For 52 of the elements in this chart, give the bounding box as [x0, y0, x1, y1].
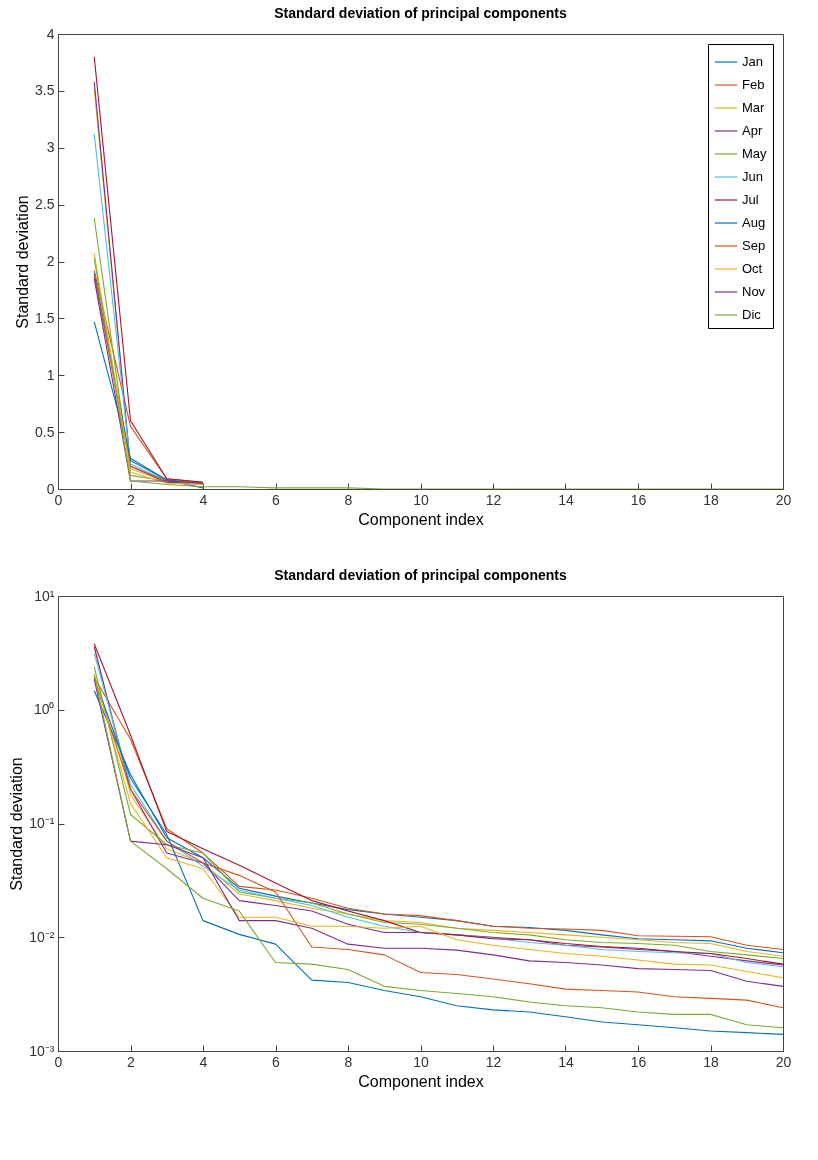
chart-title: Standard deviation of principal components: [274, 567, 567, 583]
legend-label: Feb: [742, 77, 765, 92]
y-tick-label: 1: [46, 366, 55, 383]
y-tick-label: 10⁰: [33, 701, 55, 718]
x-tick-label: 18: [703, 491, 719, 508]
y-tick-label: 0: [46, 480, 55, 497]
y-tick-label: 10¹: [34, 587, 55, 604]
x-tick-label: 6: [272, 1053, 281, 1070]
legend-label: Jan: [742, 54, 763, 69]
chart-title: Standard deviation of principal components: [274, 5, 567, 21]
x-tick-label: 10: [413, 1053, 429, 1070]
x-tick-label: 10: [413, 491, 429, 508]
x-tick-label: 6: [272, 491, 281, 508]
x-tick-label: 12: [485, 1053, 502, 1070]
y-tick-label: 2.5: [35, 196, 55, 213]
y-tick-label: 3.5: [35, 82, 55, 99]
y-tick-label: 10⁻¹: [29, 815, 55, 831]
x-tick-label: 18: [703, 1053, 719, 1070]
legend-label: Dic: [742, 307, 762, 322]
x-axis-title: Component index: [358, 1072, 484, 1090]
y-tick-label: 3: [46, 139, 55, 156]
x-tick-label: 16: [630, 1053, 647, 1070]
legend-label: Mar: [742, 100, 766, 115]
y-tick-label: 2: [46, 253, 55, 269]
legend-label: Nov: [742, 284, 766, 299]
x-tick-label: 20: [775, 1053, 792, 1070]
x-tick-label: 16: [630, 491, 647, 508]
x-tick-label: 12: [485, 491, 502, 508]
x-tick-label: 8: [344, 491, 353, 508]
legend-label: Apr: [742, 123, 763, 138]
y-tick-label: 1.5: [35, 309, 55, 326]
x-tick-label: 4: [199, 1053, 208, 1070]
x-axis-title: Component index: [358, 510, 484, 528]
x-tick-label: 2: [127, 491, 136, 508]
y-tick-label: 10⁻³: [29, 1042, 55, 1059]
y-tick-label: 10⁻²: [29, 928, 55, 945]
legend-label: Oct: [742, 261, 763, 276]
y-tick-label: 4: [46, 25, 55, 42]
legend-label: Jul: [742, 192, 759, 207]
y-axis-title: Standard deviation: [8, 757, 26, 891]
x-tick-label: 14: [558, 491, 574, 508]
legend-label: Sep: [742, 238, 766, 253]
legend-label: Aug: [742, 215, 766, 230]
legend-label: May: [742, 146, 768, 161]
y-axis-title: Standard deviation: [14, 195, 32, 329]
x-tick-label: 14: [558, 1053, 574, 1070]
legend-label: Jun: [742, 169, 763, 184]
x-tick-label: 2: [127, 1053, 136, 1070]
x-tick-label: 4: [199, 491, 208, 508]
x-tick-label: 8: [344, 1053, 353, 1070]
x-tick-label: 20: [775, 491, 792, 508]
y-tick-label: 0.5: [35, 423, 55, 440]
